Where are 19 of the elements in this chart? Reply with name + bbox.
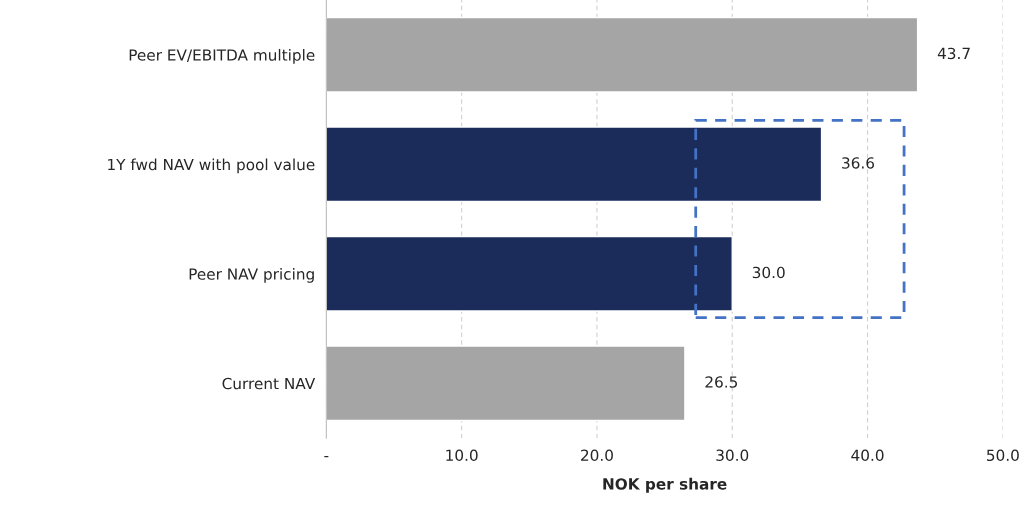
bar bbox=[326, 345, 686, 422]
x-tick-label: 50.0 bbox=[987, 449, 1019, 462]
y-tick-label: Peer EV/EBITDA multiple bbox=[129, 48, 315, 64]
x-axis-title: NOK per share bbox=[603, 477, 727, 493]
y-tick-label: 1Y fwd NAV with pool value bbox=[108, 158, 315, 174]
bar bbox=[326, 126, 823, 203]
data-label: 26.5 bbox=[705, 376, 738, 388]
x-tick-label: 30.0 bbox=[716, 449, 749, 462]
data-label: 43.7 bbox=[937, 47, 970, 60]
y-tick-label: Peer NAV pricing bbox=[189, 267, 314, 283]
x-tick-label: 10.0 bbox=[446, 449, 478, 462]
x-tick-label: 40.0 bbox=[851, 449, 884, 462]
data-label: 36.6 bbox=[842, 157, 875, 169]
data-label: 30.0 bbox=[752, 266, 785, 279]
bar bbox=[326, 235, 733, 312]
x-tick-label: - bbox=[324, 456, 329, 458]
bar bbox=[326, 16, 919, 93]
x-tick-label: 20.0 bbox=[581, 449, 613, 462]
y-tick-label: Current NAV bbox=[222, 377, 316, 390]
